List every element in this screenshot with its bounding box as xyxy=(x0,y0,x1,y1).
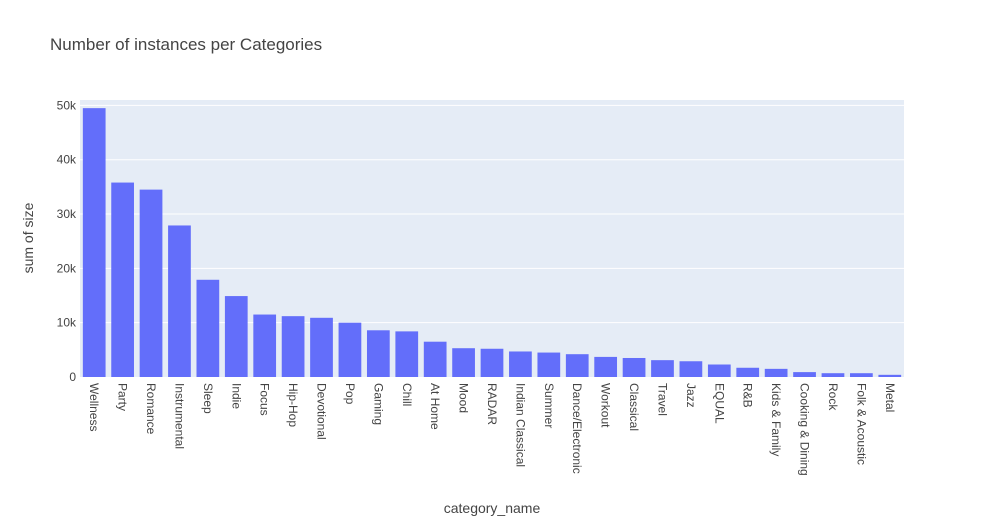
bar[interactable] xyxy=(366,330,390,377)
bar[interactable] xyxy=(793,372,816,377)
y-tick-label: 40k xyxy=(57,153,77,167)
bar[interactable] xyxy=(622,357,646,377)
bar[interactable] xyxy=(452,348,475,377)
bar[interactable] xyxy=(679,361,703,377)
bar[interactable] xyxy=(224,296,248,377)
bar[interactable] xyxy=(139,189,163,377)
bar[interactable] xyxy=(594,356,618,377)
bar[interactable] xyxy=(878,374,902,377)
bar[interactable] xyxy=(736,367,760,377)
x-tick-label: Instrumental xyxy=(172,383,186,449)
x-tick-label: Indian Classical xyxy=(513,383,527,467)
chart-title: Number of instances per Categories xyxy=(50,35,322,54)
x-tick-label: Folk & Acoustic xyxy=(854,383,868,465)
x-tick-label: Kids & Family xyxy=(769,383,783,456)
x-tick-label: Romance xyxy=(144,383,158,435)
x-tick-label: Rock xyxy=(826,383,840,411)
x-tick-label: Mood xyxy=(457,383,471,413)
y-axis-title: sum of size xyxy=(20,202,36,273)
x-tick-label: EQUAL xyxy=(712,383,726,424)
bar[interactable] xyxy=(480,348,504,377)
y-tick-label: 50k xyxy=(57,98,77,112)
x-tick-label: Devotional xyxy=(315,383,329,440)
x-tick-label: Wellness xyxy=(87,383,101,431)
x-tick-label: R&B xyxy=(741,383,755,408)
x-tick-label: Focus xyxy=(258,383,272,416)
x-tick-label: Dance/Electronic xyxy=(570,383,584,474)
bar[interactable] xyxy=(310,317,333,377)
bar[interactable] xyxy=(196,279,220,377)
bar[interactable] xyxy=(338,322,362,377)
x-tick-label: RADAR xyxy=(485,383,499,425)
x-tick-label: Party xyxy=(116,383,130,411)
x-tick-label: Cooking & Dining xyxy=(798,383,812,476)
x-tick-label: Gaming xyxy=(371,383,385,425)
x-tick-label: Travel xyxy=(655,383,669,416)
x-tick-label: Metal xyxy=(883,383,897,412)
x-tick-label: Classical xyxy=(627,383,641,431)
x-tick-label: Pop xyxy=(343,383,357,405)
x-tick-label: Indie xyxy=(229,383,243,409)
x-tick-label: At Home xyxy=(428,383,442,430)
bar[interactable] xyxy=(565,354,589,377)
bar[interactable] xyxy=(651,360,674,377)
bar[interactable] xyxy=(281,316,305,377)
x-tick-label: Hip-Hop xyxy=(286,383,300,427)
y-tick-label: 10k xyxy=(57,316,77,330)
bar[interactable] xyxy=(821,373,845,377)
bar[interactable] xyxy=(509,351,532,377)
y-tick-label: 0 xyxy=(69,370,76,384)
x-axis-ticks: Wellness Party Romance Instrumental Sleep Ind… xyxy=(87,383,897,476)
x-tick-label: Workout xyxy=(599,383,613,428)
x-tick-label: Chill xyxy=(400,383,414,406)
bars xyxy=(82,108,902,377)
x-tick-label: Jazz xyxy=(684,383,698,408)
x-axis-title: category_name xyxy=(444,500,541,516)
bar[interactable] xyxy=(168,225,191,377)
bar[interactable] xyxy=(395,331,419,377)
bar[interactable] xyxy=(423,341,447,377)
bar[interactable] xyxy=(253,314,277,377)
bar[interactable] xyxy=(850,373,873,377)
bar[interactable] xyxy=(111,182,134,377)
bar[interactable] xyxy=(764,368,788,377)
bar[interactable] xyxy=(707,364,731,377)
y-tick-label: 30k xyxy=(57,207,77,221)
x-tick-label: Sleep xyxy=(201,383,215,414)
y-axis-ticks: 0 10k 20k 30k 40k 50k xyxy=(57,98,77,384)
bar[interactable] xyxy=(537,352,561,377)
x-tick-label: Summer xyxy=(542,383,556,428)
bar[interactable] xyxy=(82,108,106,377)
y-tick-label: 20k xyxy=(57,261,77,275)
